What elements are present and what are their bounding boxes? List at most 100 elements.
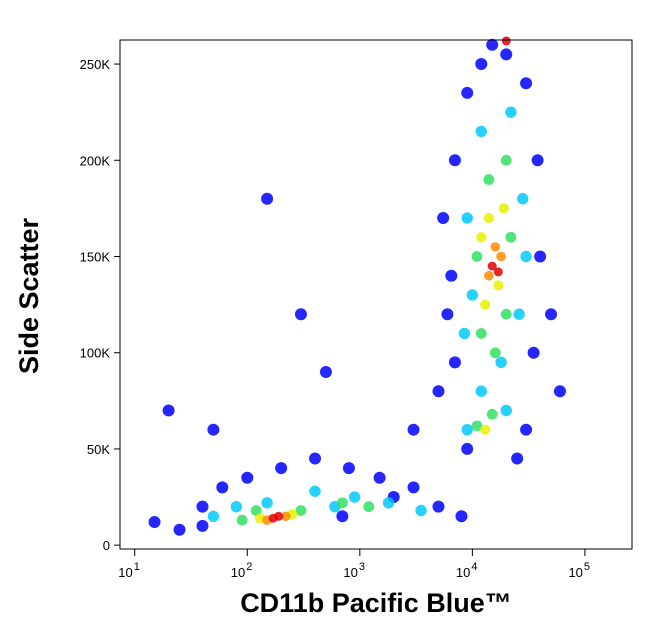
x-tick-label: 10 <box>118 565 132 580</box>
point <box>475 125 487 138</box>
point <box>498 203 509 214</box>
x-tick-label: 10 <box>231 565 245 580</box>
y-tick-label: 100K <box>80 346 111 361</box>
point <box>527 346 540 359</box>
point <box>261 192 274 205</box>
x-tick-exponent: 5 <box>584 561 590 573</box>
point <box>342 462 355 475</box>
point <box>336 510 349 523</box>
point <box>461 212 473 224</box>
x-tick-exponent: 4 <box>471 561 477 573</box>
point <box>500 154 512 166</box>
point <box>486 38 499 51</box>
point <box>162 404 175 417</box>
x-tick-exponent: 2 <box>246 561 252 573</box>
point <box>471 251 483 262</box>
point <box>531 154 544 167</box>
points <box>148 36 566 536</box>
point <box>432 385 445 398</box>
x-tick-label: 10 <box>568 565 582 580</box>
point <box>261 497 273 509</box>
point <box>196 519 209 532</box>
point <box>319 365 332 378</box>
point <box>493 280 504 291</box>
point <box>458 327 471 340</box>
point <box>484 270 494 281</box>
point <box>445 269 458 282</box>
point <box>274 511 284 521</box>
point <box>432 500 445 513</box>
point <box>489 347 501 359</box>
point <box>407 423 420 436</box>
point <box>505 106 517 118</box>
point <box>480 424 491 435</box>
point <box>500 404 512 417</box>
point <box>230 500 243 513</box>
point <box>207 510 220 522</box>
x-tick-label: 10 <box>456 565 470 580</box>
point <box>373 471 386 484</box>
point <box>309 452 322 465</box>
y-tick-label: 150K <box>80 249 111 264</box>
point <box>505 231 517 243</box>
point <box>490 242 501 252</box>
point <box>500 308 512 320</box>
point <box>415 504 427 517</box>
point <box>496 251 506 262</box>
point <box>216 481 229 494</box>
point <box>382 497 395 509</box>
point <box>475 385 487 397</box>
point <box>448 356 461 369</box>
point <box>520 77 533 90</box>
point <box>501 36 511 46</box>
point <box>483 212 494 224</box>
x-tick-exponent: 1 <box>134 561 140 573</box>
y-tick-label: 0 <box>103 538 110 553</box>
point <box>309 485 321 497</box>
point <box>437 212 450 225</box>
point <box>475 328 487 339</box>
point <box>295 505 307 516</box>
point <box>148 516 161 529</box>
point <box>294 308 307 321</box>
point <box>173 523 186 536</box>
point <box>493 267 503 277</box>
point <box>363 501 375 513</box>
point <box>553 385 566 398</box>
point <box>520 423 533 436</box>
point <box>461 423 473 436</box>
point <box>455 510 468 523</box>
x-tick-exponent: 3 <box>359 561 365 573</box>
point <box>236 514 248 526</box>
point <box>487 261 497 271</box>
point <box>466 289 479 301</box>
point <box>520 250 532 263</box>
x-axis-title: CD11b Pacific Blue™ <box>240 588 512 618</box>
point <box>545 308 558 321</box>
point <box>495 356 507 369</box>
point <box>511 452 524 465</box>
y-axis-title: Side Scatter <box>14 217 44 374</box>
point <box>207 423 220 436</box>
point <box>461 86 474 99</box>
point <box>407 481 420 494</box>
point <box>281 511 291 522</box>
point <box>534 250 547 263</box>
point <box>275 462 288 475</box>
point <box>500 48 513 61</box>
point <box>486 408 498 420</box>
point <box>348 491 361 503</box>
point <box>516 193 529 205</box>
point <box>250 505 262 516</box>
point <box>461 442 474 455</box>
point <box>480 299 491 310</box>
y-tick-label: 50K <box>87 442 110 457</box>
y-tick-label: 250K <box>80 57 111 72</box>
point <box>441 308 454 321</box>
point <box>483 174 495 185</box>
point <box>513 308 525 320</box>
point <box>336 497 348 509</box>
x-tick-label: 10 <box>343 565 357 580</box>
point <box>475 58 488 71</box>
